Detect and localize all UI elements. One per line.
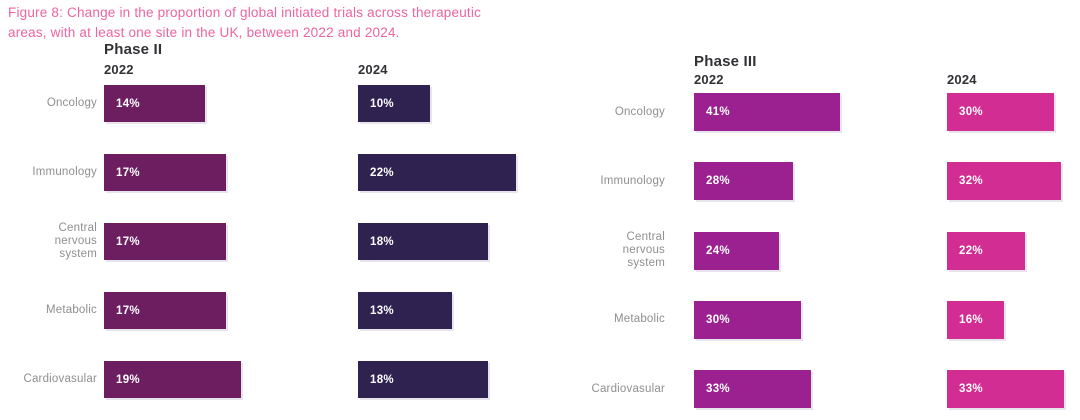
bar-value-label: 18%: [370, 235, 394, 248]
category-label-immunology: Immunology: [32, 166, 97, 178]
category-label-cardiovasular: Cardiovasular: [591, 382, 665, 395]
bar-value-label: 18%: [370, 373, 394, 386]
bar-value-label: 14%: [116, 97, 140, 110]
bar-phase-ii-2022-metabolic: 17%: [104, 292, 226, 329]
bar-value-label: 10%: [370, 97, 394, 110]
bar-phase-iii-2022-metabolic: 30%: [694, 300, 801, 339]
phase-title-phase-ii: Phase II: [104, 41, 163, 58]
bar-phase-iii-2024-immunology: 32%: [947, 162, 1061, 201]
bar-value-label: 30%: [959, 106, 983, 118]
bar-phase-iii-2022-oncology: 41%: [694, 93, 840, 131]
phase-title-phase-iii: Phase III: [694, 53, 757, 70]
bar-phase-iii-2024-central-nervous-system: 22%: [947, 231, 1025, 270]
bar-value-label: 17%: [116, 235, 140, 248]
year-label-phase-iii-2022: 2022: [694, 72, 724, 87]
bar-phase-ii-2024-metabolic: 13%: [358, 292, 452, 329]
category-label-oncology: Oncology: [46, 97, 97, 109]
category-label-oncology: Oncology: [614, 105, 665, 118]
bar-phase-ii-2024-cardiovasular: 18%: [358, 361, 488, 398]
bar-value-label: 41%: [706, 106, 730, 118]
category-label-metabolic: Metabolic: [613, 313, 665, 326]
category-label-central-nervous-system: Central nervous system: [54, 222, 97, 260]
bar-phase-iii-2024-metabolic: 16%: [947, 300, 1004, 339]
bar-value-label: 13%: [370, 304, 394, 317]
bar-value-label: 32%: [959, 175, 983, 188]
bar-value-label: 28%: [706, 175, 730, 188]
year-label-phase-ii-2022: 2022: [104, 62, 134, 77]
bar-phase-iii-2022-central-nervous-system: 24%: [694, 231, 779, 270]
bar-value-label: 24%: [706, 244, 730, 257]
bar-phase-ii-2022-central-nervous-system: 17%: [104, 223, 226, 260]
year-label-phase-iii-2024: 2024: [947, 72, 977, 87]
bar-value-label: 22%: [959, 244, 983, 257]
year-label-phase-ii-2024: 2024: [358, 62, 388, 77]
category-label-immunology: Immunology: [600, 174, 665, 187]
bar-phase-ii-2022-cardiovasular: 19%: [104, 361, 241, 398]
category-label-metabolic: Metabolic: [45, 304, 97, 316]
bar-phase-ii-2024-central-nervous-system: 18%: [358, 223, 488, 260]
bar-value-label: 16%: [959, 313, 983, 326]
bar-phase-iii-2024-oncology: 30%: [947, 93, 1054, 131]
bar-phase-ii-2022-oncology: 14%: [104, 85, 205, 122]
bar-phase-ii-2024-immunology: 22%: [358, 154, 516, 191]
bar-phase-iii-2024-cardiovasular: 33%: [947, 370, 1064, 409]
bar-phase-iii-2022-cardiovasular: 33%: [694, 370, 811, 409]
bar-value-label: 17%: [116, 166, 140, 179]
bar-phase-iii-2022-immunology: 28%: [694, 162, 793, 201]
bar-value-label: 19%: [116, 373, 140, 386]
figure-title-line2: areas, with at least one site in the UK,…: [8, 25, 400, 40]
bar-value-label: 33%: [959, 383, 983, 396]
bar-value-label: 30%: [706, 313, 730, 326]
bar-phase-ii-2024-oncology: 10%: [358, 85, 430, 122]
category-label-cardiovasular: Cardiovasular: [23, 373, 97, 385]
bar-value-label: 17%: [116, 304, 140, 317]
category-label-central-nervous-system: Central nervous system: [622, 231, 665, 270]
figure-title-line1: Figure 8: Change in the proportion of gl…: [8, 5, 482, 20]
bar-phase-ii-2022-immunology: 17%: [104, 154, 226, 191]
bar-value-label: 33%: [706, 383, 730, 396]
bar-value-label: 22%: [370, 166, 394, 179]
